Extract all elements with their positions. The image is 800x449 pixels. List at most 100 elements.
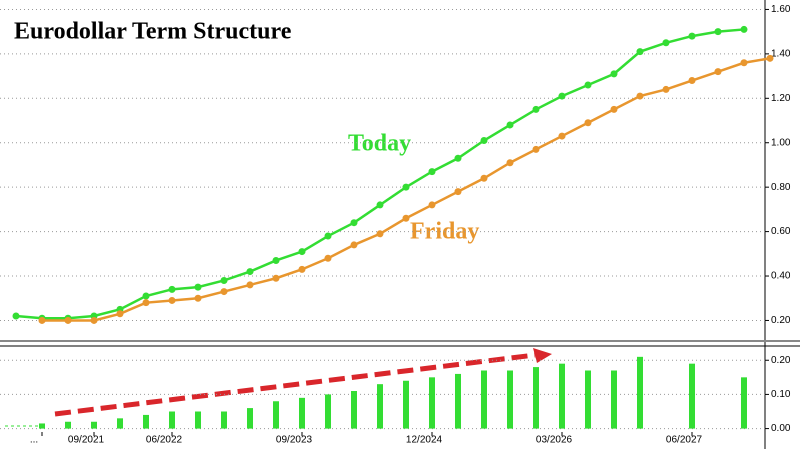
point [90,316,98,324]
x-tick-label: 09/2023 [276,435,313,446]
bar [559,363,565,429]
point [194,283,202,291]
chart-title: Eurodollar Term Structure [14,19,292,45]
bar [429,377,435,429]
y-tick-label: 0.80 [771,182,791,193]
bar [689,363,695,429]
point [610,70,618,78]
y-tick-label: 1.40 [771,49,791,60]
point [220,276,228,284]
bar [637,356,643,429]
point [324,232,332,240]
bar [299,397,305,429]
point [532,145,540,153]
y-tick-label: 0.60 [771,226,791,237]
point [610,105,618,113]
point [246,281,254,289]
y-tick-label: 1.60 [771,4,791,15]
point [454,188,462,196]
bar [91,421,97,429]
bar [507,370,513,429]
point [142,299,150,307]
trend-arrow [54,352,536,417]
point [194,294,202,302]
point [142,292,150,300]
point [116,310,124,318]
bar [351,391,357,429]
y-tick-label: 0.00 [771,423,791,434]
y-tick-label: 0.40 [771,271,791,282]
x-tick-label: 06/2027 [666,435,703,446]
bar [741,377,747,429]
bar [65,421,71,429]
point [506,121,514,129]
point [350,241,358,249]
point [272,256,280,264]
x-tick-label: 06/2022 [146,435,183,446]
bar [195,411,201,429]
y-tick-label: 1.20 [771,93,791,104]
point [64,316,72,324]
bar [169,411,175,429]
point [38,316,46,324]
point [324,254,332,262]
x-tick-label: 12/2024 [406,435,443,446]
x-tick-label: ... [30,435,38,446]
point [428,168,436,176]
point [480,137,488,145]
y-tick-label: 0.20 [771,355,791,366]
bar [273,401,279,429]
bar [221,411,227,429]
bar [533,367,539,429]
annotation: Today [348,131,411,157]
point [662,39,670,47]
bar [403,380,409,429]
point [636,92,644,100]
bar [247,408,253,429]
x-tick-label: 03/2026 [536,435,573,446]
point [480,174,488,182]
point [558,132,566,140]
point [714,68,722,76]
point [584,81,592,89]
point [402,214,410,222]
point [766,54,774,62]
bar [117,418,123,429]
bar [143,414,149,429]
point [714,28,722,36]
point [272,274,280,282]
point [532,105,540,113]
point [168,296,176,304]
point [740,59,748,67]
point [168,285,176,293]
point [506,159,514,167]
bar [481,370,487,429]
point [688,32,696,40]
bar [585,370,591,429]
bar [611,370,617,429]
point [12,312,20,320]
trend-arrowhead [533,348,552,363]
point [428,201,436,209]
bar [455,373,461,429]
point [662,85,670,93]
point [246,268,254,276]
y-tick-label: 0.20 [771,315,791,326]
point [376,230,384,238]
point [350,219,358,227]
y-tick-label: 0.10 [771,389,791,400]
bar [325,394,331,429]
point [740,25,748,33]
point [298,265,306,273]
point [454,154,462,162]
point [636,48,644,56]
point [298,248,306,256]
point [402,183,410,191]
point [688,77,696,85]
point [558,92,566,100]
point [584,119,592,127]
bar [377,384,383,429]
x-tick-label: 09/2021 [68,435,105,446]
